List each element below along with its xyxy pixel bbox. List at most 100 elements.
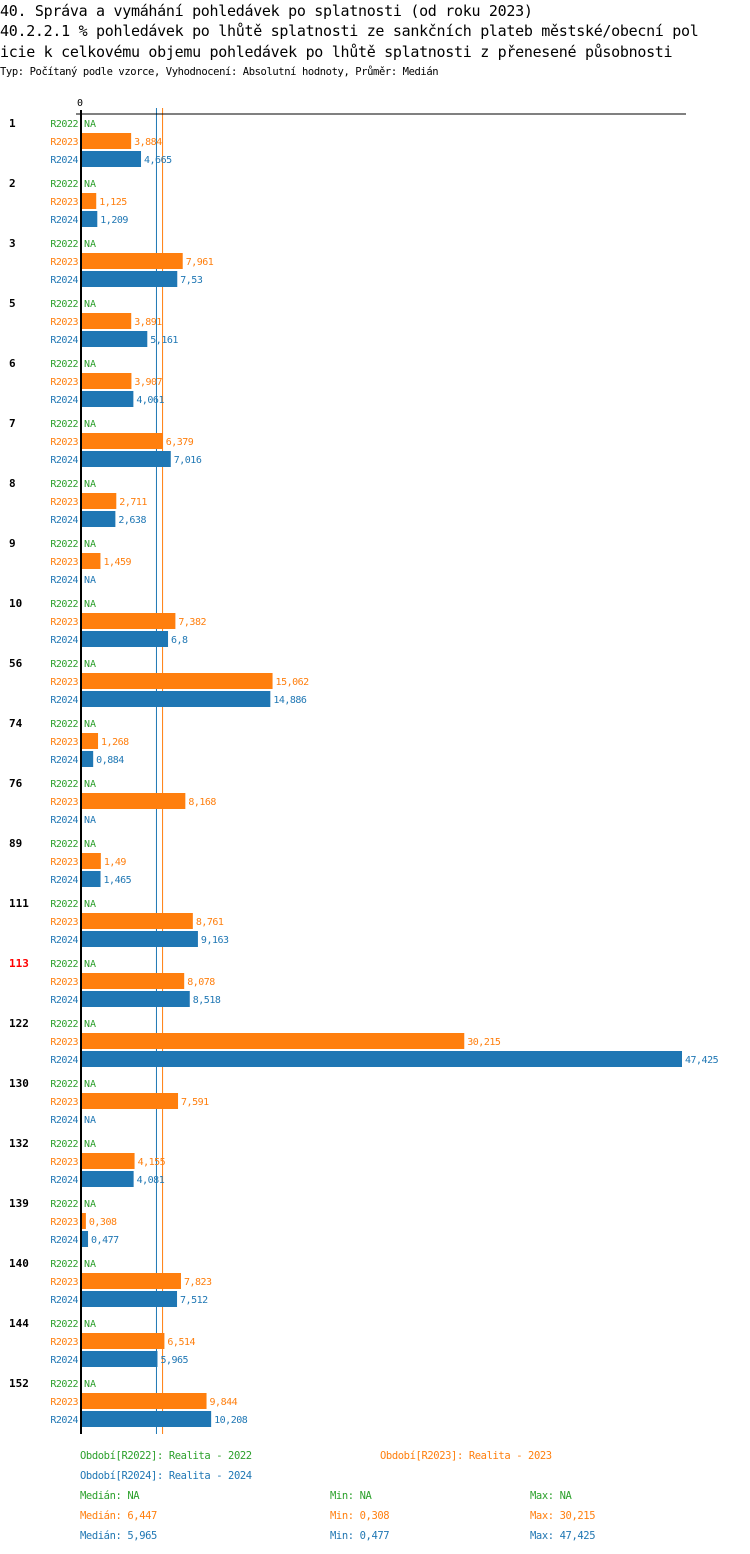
data-label: 3,884 [134,137,162,148]
series-label-r2022: R2022 [50,779,78,790]
series-label-r2022: R2022 [50,1379,78,1390]
data-label: 7,591 [181,1097,209,1108]
data-label-na: NA [84,1079,96,1090]
series-label-r2024: R2024 [50,695,78,706]
series-label-r2023: R2023 [50,1097,78,1108]
stat-min-r2023: Min: 0,308 [330,1510,390,1522]
series-label-r2023: R2023 [50,977,78,988]
series-label-r2023: R2023 [50,197,78,208]
data-label: 3,891 [134,317,162,328]
series-label-r2022: R2022 [50,119,78,130]
data-label: 2,638 [118,515,146,526]
data-label: 7,961 [186,257,214,268]
stat-min-r2024: Min: 0,477 [330,1530,390,1542]
series-label-r2024: R2024 [50,455,78,466]
series-label-r2022: R2022 [50,479,78,490]
chart-subtitle: Typ: Počítaný podle vzorce, Vyhodnocení:… [0,66,439,78]
series-label-r2023: R2023 [50,137,78,148]
series-label-r2024: R2024 [50,1295,78,1306]
stat-median-r2023: Medián: 6,447 [80,1510,157,1522]
series-label-r2023: R2023 [50,857,78,868]
data-label-na: NA [84,1139,96,1150]
series-label-r2023: R2023 [50,917,78,928]
bar-r2024 [82,151,142,167]
category-label: 9 [9,537,16,550]
series-label-r2022: R2022 [50,899,78,910]
category-label: 111 [9,897,29,910]
series-label-r2023: R2023 [50,677,78,688]
bar-r2024 [82,871,101,887]
category-label: 130 [9,1077,29,1090]
series-label-r2023: R2023 [50,257,78,268]
bar-r2024 [82,1411,212,1427]
bar-r2023 [82,553,101,569]
category-label: 122 [9,1017,29,1030]
series-label-r2023: R2023 [50,1157,78,1168]
data-label: 30,215 [467,1037,501,1048]
data-label: 0,308 [89,1217,117,1228]
stat-max-r2022: Max: NA [530,1490,572,1502]
category-label: 1 [9,117,16,130]
data-label: 7,382 [178,617,206,628]
category-label: 3 [9,237,16,250]
data-label-na: NA [84,815,96,826]
bar-r2023 [82,493,117,509]
series-label-r2024: R2024 [50,935,78,946]
category-label: 144 [9,1317,29,1330]
data-label: 7,512 [180,1295,208,1306]
data-label: 7,823 [184,1277,212,1288]
data-label-na: NA [84,899,96,910]
data-label-na: NA [84,419,96,430]
bar-r2023 [82,1033,465,1049]
category-label: 10 [9,597,22,610]
data-label: 0,477 [91,1235,119,1246]
bar-r2024 [82,1351,158,1367]
data-label-na: NA [84,1259,96,1270]
series-label-r2023: R2023 [50,557,78,568]
series-label-r2024: R2024 [50,995,78,1006]
bar-r2024 [82,991,190,1007]
stat-median-r2024: Medián: 5,965 [80,1530,157,1542]
legend-period-r2023: Období[R2023]: Realita - 2023 [380,1450,552,1462]
data-label: 7,016 [174,455,202,466]
bar-r2023 [82,853,101,869]
series-label-r2024: R2024 [50,815,78,826]
data-label: 1,268 [101,737,129,748]
category-label: 6 [9,357,16,370]
category-label: 139 [9,1197,29,1210]
series-label-r2024: R2024 [50,875,78,886]
series-label-r2024: R2024 [50,155,78,166]
series-label-r2022: R2022 [50,239,78,250]
bar-r2024 [82,931,198,947]
bar-r2023 [82,613,176,629]
series-label-r2024: R2024 [50,1175,78,1186]
data-label: 8,761 [196,917,224,928]
data-label: 8,518 [193,995,221,1006]
stat-min-r2022: Min: NA [330,1490,372,1502]
series-label-r2024: R2024 [50,395,78,406]
bar-r2024 [82,751,94,767]
series-label-r2024: R2024 [50,515,78,526]
data-label-na: NA [84,779,96,790]
data-label-na: NA [84,839,96,850]
data-label: 1,49 [104,857,127,868]
bar-r2024 [82,1231,89,1247]
data-label-na: NA [84,119,96,130]
series-label-r2024: R2024 [50,1355,78,1366]
series-label-r2022: R2022 [50,1019,78,1030]
bar-r2024 [82,691,271,707]
bar-r2023 [82,793,186,809]
data-label: 9,163 [201,935,229,946]
legend-period-r2024: Období[R2024]: Realita - 2024 [80,1470,252,1482]
data-label: 6,514 [167,1337,195,1348]
data-label: 3,907 [134,377,162,388]
bar-r2023 [82,193,97,209]
series-label-r2022: R2022 [50,839,78,850]
data-label: 7,53 [180,275,203,286]
data-label: 0,884 [96,755,124,766]
bar-r2023 [82,1273,181,1289]
data-label: 1,459 [103,557,131,568]
category-label: 76 [9,777,23,790]
stat-max-r2024: Max: 47,425 [530,1530,596,1542]
series-label-r2024: R2024 [50,635,78,646]
